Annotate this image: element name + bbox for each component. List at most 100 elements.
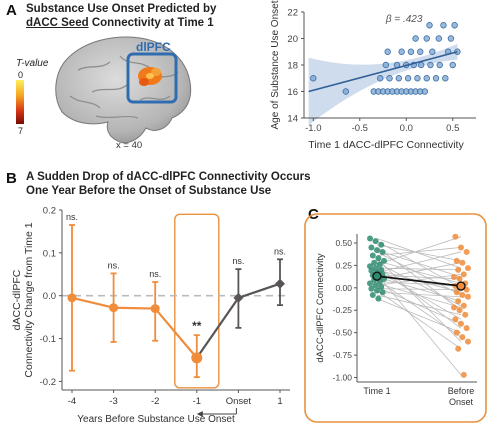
y-tick-label: 20 xyxy=(287,34,298,45)
significance-label: ns. xyxy=(66,212,78,222)
data-point xyxy=(150,304,160,314)
pair-line xyxy=(376,262,462,280)
scatter-point xyxy=(407,48,415,55)
before-onset-point xyxy=(451,304,457,311)
highlight-box xyxy=(174,213,220,389)
brain-figure: dlPFC T-value 0 7 x = 40 xyxy=(16,36,192,151)
significance-label: ** xyxy=(192,319,202,333)
slice-label: x = 40 xyxy=(116,140,142,151)
time1-point xyxy=(368,285,375,292)
pair-line xyxy=(376,244,462,262)
y-tick-label: -1.00 xyxy=(333,373,353,383)
scatter-point xyxy=(384,48,391,55)
scatter-point xyxy=(404,75,412,82)
pair-line xyxy=(376,251,462,273)
panel-b-title: A Sudden Drop of dACC-dlPFC Connectivity… xyxy=(26,170,386,198)
pair-line xyxy=(376,286,462,325)
panel-a-title-line2: dACC Seed Connectivity at Time 1 xyxy=(26,16,246,30)
scatter-point xyxy=(451,22,458,29)
y-tick-label: 0.00 xyxy=(335,283,352,293)
before-onset-point xyxy=(452,233,459,240)
panel-b-title-line2: One Year Before the Onset of Substance U… xyxy=(26,185,272,197)
scatter-point xyxy=(427,61,434,69)
panel-a-title-underlined: dACC Seed xyxy=(26,17,89,29)
pair-line xyxy=(376,240,462,289)
pair-line xyxy=(376,251,462,296)
scatter-point xyxy=(449,61,456,69)
time1-point xyxy=(374,247,380,254)
scatter-point xyxy=(447,35,455,42)
x-tick-label: Onset xyxy=(226,396,252,407)
pair-line xyxy=(376,267,462,271)
scatter-point xyxy=(423,35,430,42)
panel-b-line-chart: 0.2 0.1 0.0 -0.1 -0.2 -4 -3 -2 -1 Onset 1 ns. ns. ns.… xyxy=(11,206,290,425)
before-onset-point xyxy=(459,291,466,298)
panel-c-paired-plot: 0.50 0.25 0.00 -0.25 -0.50 -0.75 -1.00 Time 1 Be… xyxy=(304,213,487,423)
scatter-point xyxy=(382,61,390,69)
panel-a-title: Substance Use Onset Predicted by dACC Se… xyxy=(26,2,246,30)
before-onset-point xyxy=(463,325,470,332)
pair-line xyxy=(376,238,462,269)
time1-point xyxy=(378,283,385,290)
x-tick-label-line1: Before xyxy=(448,386,475,396)
panel-a-title-line1: Substance Use Onset Predicted by xyxy=(26,3,217,15)
before-onset-point xyxy=(462,311,469,318)
y-tick-label: -0.50 xyxy=(333,328,353,338)
series-line-segment xyxy=(113,306,156,310)
pair-line xyxy=(376,288,462,291)
pair-line xyxy=(376,249,462,278)
mean-line xyxy=(376,275,462,287)
x-tick-label: Time 1 xyxy=(363,386,390,396)
y-tick-label: -0.1 xyxy=(40,334,56,345)
interval-arrow-head xyxy=(196,411,203,417)
scatter-point xyxy=(417,61,425,69)
y-tick-label: 0.1 xyxy=(43,248,56,259)
scatter-point xyxy=(377,75,384,82)
x-tick-label: -1.0 xyxy=(305,123,321,134)
pair-line xyxy=(376,260,462,284)
before-onset-point xyxy=(460,302,467,309)
time1-point xyxy=(378,241,385,248)
y-tick-label: 0.50 xyxy=(335,238,352,248)
pair-line xyxy=(376,298,462,334)
pair-line xyxy=(376,282,462,308)
scatter-point xyxy=(432,75,440,82)
colorbar xyxy=(16,80,24,124)
scatter-point xyxy=(442,75,449,82)
y-tick-label: 14 xyxy=(287,114,298,125)
scatter-point xyxy=(417,48,424,55)
before-onset-point xyxy=(452,316,459,323)
before-onset-point xyxy=(456,307,463,314)
time1-point xyxy=(374,287,380,294)
y-axis-label: Age of Substance Use Onset xyxy=(270,0,281,129)
time1-point xyxy=(372,238,379,245)
time1-point xyxy=(379,248,386,255)
series-line-segment xyxy=(195,297,240,359)
before-onset-point xyxy=(456,275,463,282)
scatter-point xyxy=(414,75,421,82)
time1-point xyxy=(376,261,383,268)
beta-annotation: β = .423 xyxy=(385,14,423,25)
data-point xyxy=(67,293,77,303)
scatter-point xyxy=(386,75,393,82)
x-axis-label: Time 1 dACC-dlPFC Connectivity xyxy=(308,139,464,151)
pair-line xyxy=(376,294,462,316)
time1-point xyxy=(369,291,376,298)
scatter-point xyxy=(426,22,433,29)
before-onset-point xyxy=(465,338,471,345)
dlpfc-label: dlPFC xyxy=(136,40,171,54)
data-point xyxy=(109,303,119,313)
y-tick-label: 0.25 xyxy=(335,260,352,270)
pair-line xyxy=(376,236,462,265)
y-axis-label-line1: dACC-dlPFC xyxy=(11,269,23,330)
y-tick-label: -0.75 xyxy=(333,350,353,360)
time1-point xyxy=(375,255,382,262)
before-onset-point xyxy=(451,274,457,281)
data-point xyxy=(275,278,285,289)
x-tick-label: -2 xyxy=(151,396,159,407)
pair-line xyxy=(376,290,462,350)
pair-line xyxy=(376,274,462,376)
x-tick-label: 0.5 xyxy=(446,123,459,134)
before-onset-point xyxy=(453,257,460,264)
y-tick-label: 22 xyxy=(287,8,298,19)
